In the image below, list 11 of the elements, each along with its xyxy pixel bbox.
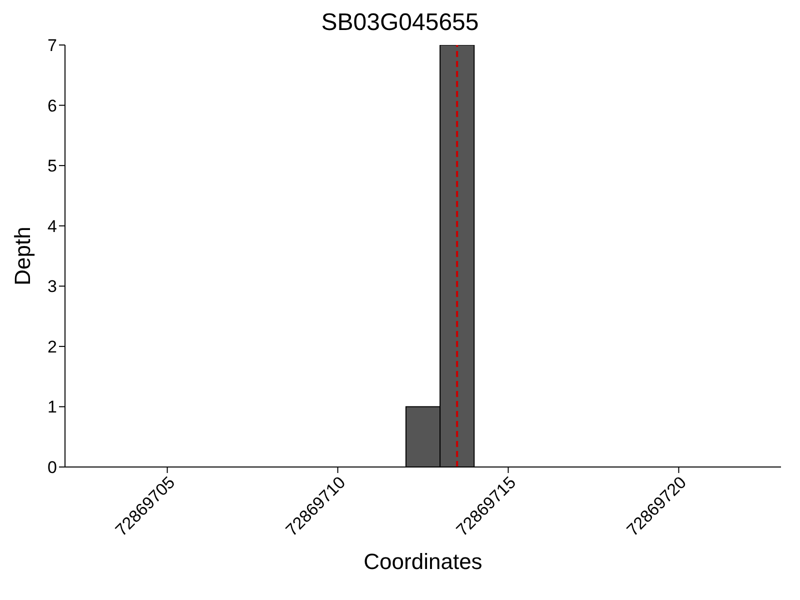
y-tick-label: 4 [48,216,57,236]
y-tick-label: 6 [48,96,57,116]
y-tick-label: 0 [48,458,57,478]
y-tick-label: 5 [48,156,57,176]
chart-title: SB03G045655 [320,8,480,37]
y-tick-label: 2 [48,337,57,356]
x-axis-title: Coordinates [364,549,482,574]
y-tick-label: 7 [48,36,57,56]
y-axis-title: Depth [10,226,35,286]
y-tick-label: 1 [48,398,57,417]
y-tick-label: 3 [48,277,57,296]
